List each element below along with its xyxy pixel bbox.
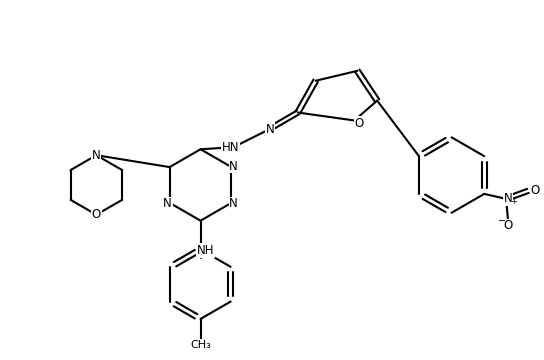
Text: +: + bbox=[511, 197, 517, 206]
Text: N: N bbox=[504, 192, 512, 205]
Text: N: N bbox=[163, 197, 172, 210]
Text: NH: NH bbox=[197, 244, 214, 257]
Text: N: N bbox=[229, 159, 238, 172]
Text: N: N bbox=[229, 197, 238, 210]
Text: HN: HN bbox=[221, 141, 239, 154]
Text: O: O bbox=[92, 208, 101, 221]
Text: O: O bbox=[503, 219, 512, 232]
Text: CH₃: CH₃ bbox=[190, 340, 211, 350]
Text: N: N bbox=[92, 149, 101, 162]
Text: O: O bbox=[530, 184, 540, 197]
Text: N: N bbox=[265, 123, 274, 136]
Text: −: − bbox=[498, 216, 506, 226]
Text: O: O bbox=[355, 117, 364, 130]
